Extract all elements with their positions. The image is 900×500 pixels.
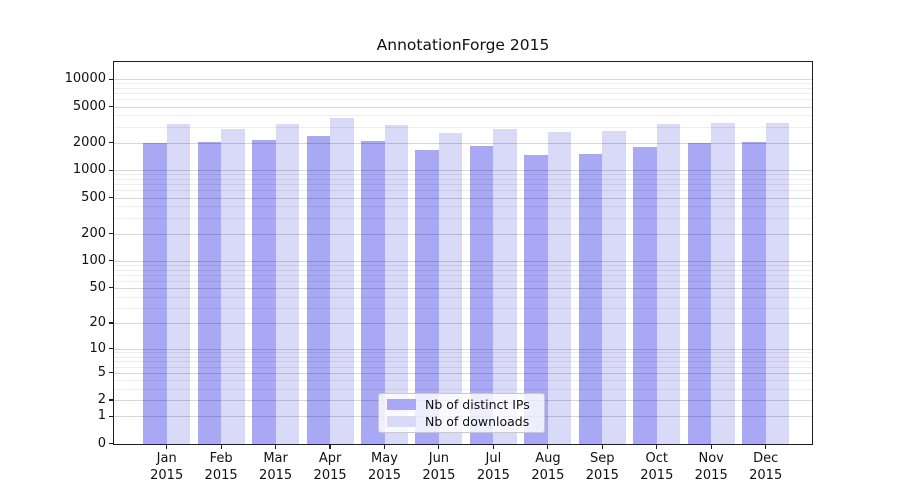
legend-swatch-distinct-ips: [387, 399, 416, 411]
x-tick-mark-jul: [492, 444, 494, 449]
gridline-8000: [114, 87, 812, 89]
x-tick-label-sep: Sep 2015: [585, 450, 619, 483]
bar-feb-distinct-ips: [197, 142, 222, 444]
y-tick-mark-100: [109, 260, 113, 262]
x-tick-label-feb: Feb 2015: [204, 450, 238, 483]
plot-area: Nb of distinct IPs Nb of downloads: [113, 61, 813, 445]
x-tick-label-oct: Oct 2015: [640, 450, 674, 483]
x-tick-mark-jan: [166, 444, 168, 449]
bar-dec-distinct-ips: [742, 141, 766, 444]
bar-may-distinct-ips: [361, 141, 385, 444]
bar-feb-downloads: [221, 129, 245, 444]
y-tick-label-200: 200: [81, 225, 106, 241]
y-tick-label-10000: 10000: [64, 71, 106, 87]
x-tick-mark-jun: [438, 444, 440, 449]
bar-oct-downloads: [656, 123, 681, 444]
x-tick-label-jul: Jul 2015: [476, 450, 510, 483]
y-tick-mark-500: [109, 196, 113, 199]
y-tick-label-2000: 2000: [72, 134, 106, 150]
bar-jul-downloads: [493, 129, 517, 444]
y-tick-label-2: 2: [97, 392, 106, 407]
gridline-6000: [114, 99, 812, 101]
y-tick-mark-5000: [109, 105, 113, 108]
x-tick-label-aug: Aug 2015: [531, 450, 565, 483]
bar-nov-distinct-ips: [687, 143, 712, 444]
y-tick-mark-2: [109, 399, 113, 401]
bar-oct-distinct-ips: [633, 147, 657, 444]
bar-aug-downloads: [547, 132, 572, 444]
x-tick-mark-oct: [656, 444, 658, 449]
y-tick-mark-20: [109, 322, 113, 324]
y-tick-mark-1: [109, 415, 113, 417]
bar-nov-downloads: [711, 122, 735, 444]
y-tick-mark-1000: [109, 169, 113, 171]
bar-jul-distinct-ips: [469, 145, 494, 444]
bar-sep-distinct-ips: [578, 153, 603, 444]
legend-label-distinct-ips: Nb of distinct IPs: [425, 397, 530, 413]
x-tick-mark-nov: [710, 444, 712, 449]
gridline-4000: [114, 115, 812, 117]
bar-jun-downloads: [438, 132, 463, 444]
y-tick-mark-200: [109, 233, 113, 235]
y-tick-mark-2000: [109, 142, 113, 144]
bar-apr-distinct-ips: [306, 135, 331, 444]
bar-apr-downloads: [330, 118, 354, 444]
y-tick-label-10: 10: [89, 340, 106, 356]
x-tick-label-dec: Dec 2015: [749, 450, 783, 483]
legend: Nb of distinct IPs Nb of downloads: [378, 393, 545, 433]
y-tick-label-1000: 1000: [72, 162, 106, 178]
y-tick-mark-50: [109, 287, 113, 289]
y-tick-mark-10: [109, 348, 113, 350]
bar-dec-downloads: [765, 122, 790, 444]
y-tick-label-1: 1: [97, 408, 106, 424]
legend-entry-distinct-ips: Nb of distinct IPs: [379, 397, 544, 413]
gridline-10000: [114, 79, 812, 81]
bar-jun-distinct-ips: [415, 149, 439, 444]
x-tick-mark-dec: [765, 444, 767, 449]
bar-mar-distinct-ips: [252, 139, 276, 444]
x-tick-mark-apr: [329, 444, 331, 449]
x-tick-label-may: May 2015: [367, 450, 402, 483]
y-tick-label-500: 500: [81, 189, 106, 205]
x-tick-label-jan: Jan 2015: [150, 450, 184, 483]
y-tick-label-5: 5: [97, 364, 106, 380]
y-tick-label-100: 100: [81, 252, 106, 268]
x-tick-label-nov: Nov 2015: [694, 450, 728, 483]
x-tick-mark-sep: [601, 444, 603, 449]
bar-may-downloads: [384, 124, 408, 444]
x-tick-label-jun: Jun 2015: [422, 450, 456, 483]
y-tick-label-50: 50: [89, 279, 106, 295]
bar-aug-distinct-ips: [524, 154, 548, 444]
legend-entry-downloads: Nb of downloads: [379, 413, 544, 429]
gridline-5000: [114, 106, 812, 108]
x-tick-label-apr: Apr 2015: [313, 450, 347, 483]
gridline-9000: [114, 83, 812, 85]
x-tick-label-mar: Mar 2015: [259, 450, 293, 483]
y-tick-label-20: 20: [89, 315, 106, 330]
gridline-3000: [114, 126, 812, 128]
bar-sep-downloads: [602, 130, 626, 444]
y-tick-label-0: 0: [97, 435, 106, 451]
gridline-7000: [114, 93, 812, 95]
bar-jan-distinct-ips: [143, 143, 167, 444]
y-tick-label-5000: 5000: [72, 98, 106, 114]
x-tick-mark-mar: [275, 444, 277, 449]
y-tick-mark-10000: [109, 78, 113, 80]
bar-jan-downloads: [166, 124, 191, 444]
x-tick-mark-may: [383, 444, 386, 449]
chart-title: AnnotationForge 2015: [376, 36, 550, 54]
y-tick-mark-0: [109, 442, 113, 445]
y-tick-mark-5: [109, 372, 113, 374]
x-tick-mark-feb: [220, 444, 222, 449]
bar-mar-downloads: [275, 123, 300, 444]
x-tick-mark-aug: [547, 444, 549, 449]
legend-label-downloads: Nb of downloads: [425, 413, 530, 429]
legend-swatch-downloads: [387, 415, 416, 427]
